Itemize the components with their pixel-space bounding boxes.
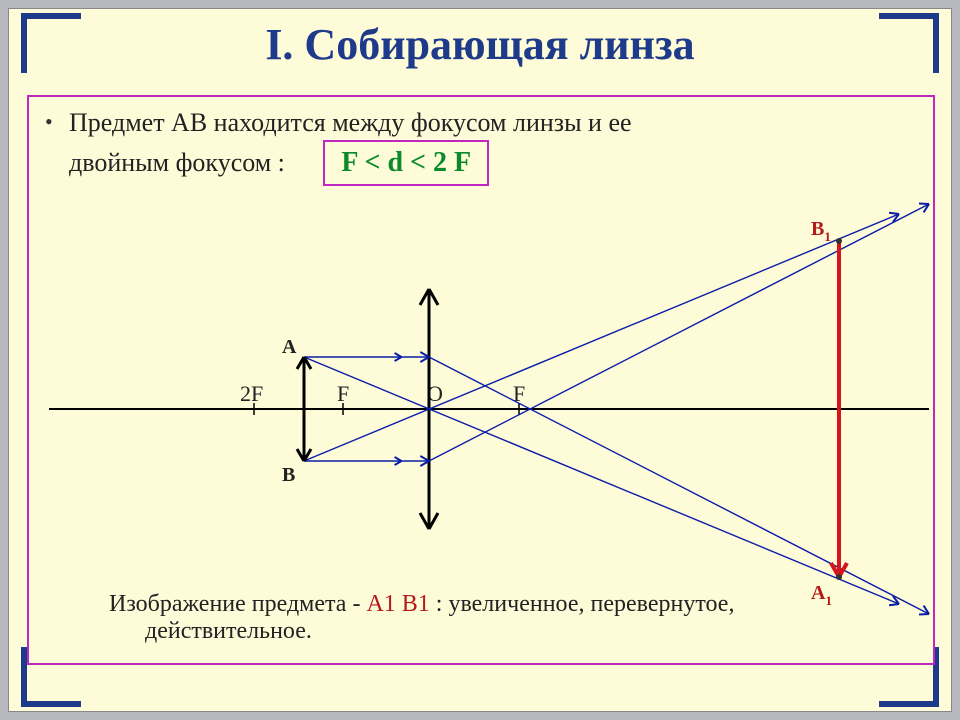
description-text: Предмет АВ находится между фокусом линзы… — [69, 105, 889, 186]
slide-title: I. Собирающая линза — [9, 19, 951, 70]
caption-red: А1 В1 — [366, 591, 429, 617]
description-line1: Предмет АВ находится между фокусом линзы… — [69, 108, 632, 137]
svg-text:B1: B1 — [811, 218, 831, 244]
formula-text: F < d < 2 F — [341, 147, 471, 178]
diagram-container: 2FFOFABB1A1 — [29, 199, 949, 619]
svg-text:B: B — [282, 464, 295, 486]
lens-diagram: 2FFOFABB1A1 — [29, 199, 949, 619]
caption-prefix: Изображение предмета - — [109, 591, 366, 617]
svg-text:F: F — [337, 381, 349, 406]
svg-text:2F: 2F — [240, 381, 263, 406]
slide-outer: I. Собирающая линза • Предмет АВ находит… — [0, 0, 960, 720]
svg-text:F: F — [513, 381, 525, 406]
formula-box: F < d < 2 F — [323, 140, 489, 186]
caption-line2: действительное. — [145, 618, 312, 644]
description-line2: двойным фокусом : — [69, 148, 291, 177]
caption-suffix: : увеличенное, перевернутое, — [430, 591, 735, 617]
bullet-icon: • — [45, 109, 53, 135]
svg-text:A: A — [282, 336, 297, 358]
slide-background: I. Собирающая линза • Предмет АВ находит… — [8, 8, 952, 712]
caption-text: Изображение предмета - А1 В1 : увеличенн… — [109, 591, 889, 645]
